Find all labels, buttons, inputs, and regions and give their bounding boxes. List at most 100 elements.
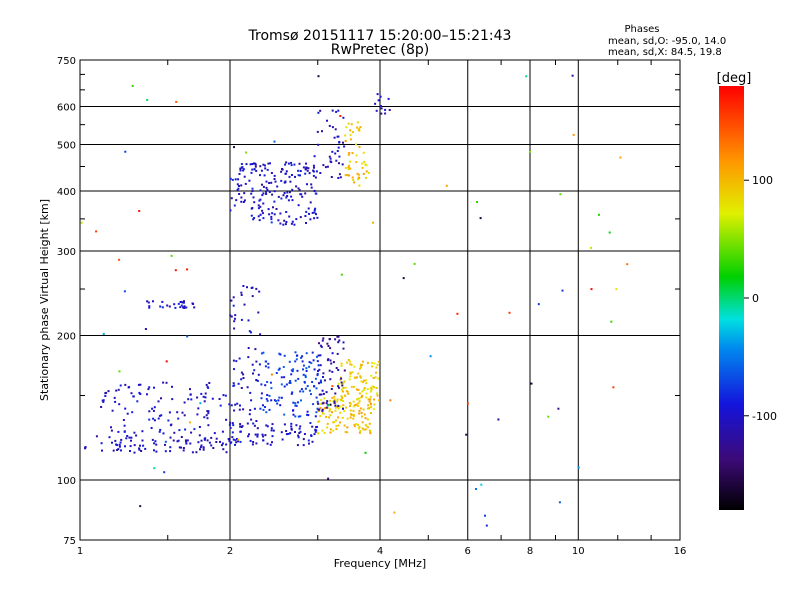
data-point xyxy=(303,433,306,435)
data-point xyxy=(251,207,254,209)
data-point xyxy=(302,373,305,376)
data-point xyxy=(298,427,301,430)
data-point xyxy=(95,435,98,438)
data-point xyxy=(299,216,302,219)
data-point xyxy=(240,318,243,321)
data-point xyxy=(275,208,278,210)
data-point xyxy=(148,305,151,308)
data-point xyxy=(153,386,155,389)
colorbar-tick-label: 100 xyxy=(752,174,773,187)
data-point xyxy=(264,384,267,387)
data-point xyxy=(240,387,243,389)
data-point xyxy=(376,394,379,397)
data-point xyxy=(163,471,166,474)
data-point xyxy=(374,102,377,105)
data-point xyxy=(133,451,136,454)
data-point xyxy=(283,423,286,426)
data-point xyxy=(333,395,336,398)
data-point xyxy=(334,152,337,155)
data-point xyxy=(352,385,355,388)
data-point xyxy=(180,446,182,449)
data-point xyxy=(330,388,333,390)
data-point xyxy=(177,417,180,420)
data-point xyxy=(252,196,255,199)
data-point xyxy=(330,362,333,365)
stats-x-line: mean, sd,X: 84.5, 19.8 xyxy=(608,47,722,58)
data-point xyxy=(305,166,308,169)
data-point xyxy=(286,191,289,194)
data-point xyxy=(118,258,121,261)
data-point xyxy=(279,353,282,356)
data-point xyxy=(320,399,323,402)
data-point xyxy=(249,163,252,166)
data-point xyxy=(317,143,320,146)
data-point xyxy=(176,411,179,414)
data-point xyxy=(291,199,294,202)
data-point xyxy=(233,320,236,323)
data-point xyxy=(164,450,167,453)
data-point xyxy=(124,407,127,410)
data-point xyxy=(590,288,593,291)
data-point xyxy=(375,109,378,112)
data-point xyxy=(231,178,234,181)
data-point xyxy=(138,447,141,450)
data-point xyxy=(293,223,296,226)
data-point xyxy=(306,410,309,413)
data-point xyxy=(118,370,121,373)
data-point xyxy=(227,438,230,440)
data-point xyxy=(331,150,334,153)
data-point xyxy=(189,442,192,445)
data-point xyxy=(313,368,316,371)
data-point xyxy=(184,439,187,442)
data-point xyxy=(319,109,322,112)
data-point xyxy=(365,170,368,173)
data-point xyxy=(300,193,303,196)
data-point xyxy=(571,74,574,77)
data-point xyxy=(351,371,354,374)
data-point xyxy=(346,426,349,429)
data-point xyxy=(232,359,235,362)
data-point xyxy=(306,413,308,416)
data-point xyxy=(171,398,174,401)
data-point xyxy=(280,197,283,200)
data-point xyxy=(298,162,301,165)
data-point xyxy=(307,207,310,210)
data-point xyxy=(299,174,301,177)
data-point xyxy=(369,432,372,435)
data-point xyxy=(362,381,364,384)
data-point xyxy=(255,169,258,172)
data-point xyxy=(379,105,382,108)
data-point xyxy=(362,172,365,175)
data-point xyxy=(259,205,262,208)
data-point xyxy=(615,288,618,291)
data-point xyxy=(321,408,324,411)
data-point xyxy=(123,290,126,293)
data-point xyxy=(316,374,319,377)
data-point xyxy=(239,423,242,426)
data-point xyxy=(198,434,201,437)
data-point xyxy=(332,400,335,403)
y-tick-label: 100 xyxy=(57,476,76,487)
data-point xyxy=(251,295,254,298)
x-tick-label: 1 xyxy=(77,546,83,557)
data-point xyxy=(608,231,611,234)
data-point xyxy=(311,425,314,428)
data-point xyxy=(294,360,297,363)
data-point xyxy=(304,376,307,379)
data-point xyxy=(334,128,337,131)
data-point xyxy=(238,408,241,411)
data-point xyxy=(359,126,362,129)
data-point xyxy=(151,438,154,441)
data-point xyxy=(330,176,333,178)
data-point xyxy=(165,360,168,363)
data-point xyxy=(186,335,189,338)
data-point xyxy=(577,466,580,469)
data-point xyxy=(308,361,311,364)
data-point xyxy=(315,213,317,216)
data-point xyxy=(266,381,269,383)
data-point xyxy=(258,363,261,366)
data-point xyxy=(376,363,379,366)
data-point xyxy=(167,419,170,422)
data-point xyxy=(357,173,360,176)
data-point xyxy=(161,300,164,303)
